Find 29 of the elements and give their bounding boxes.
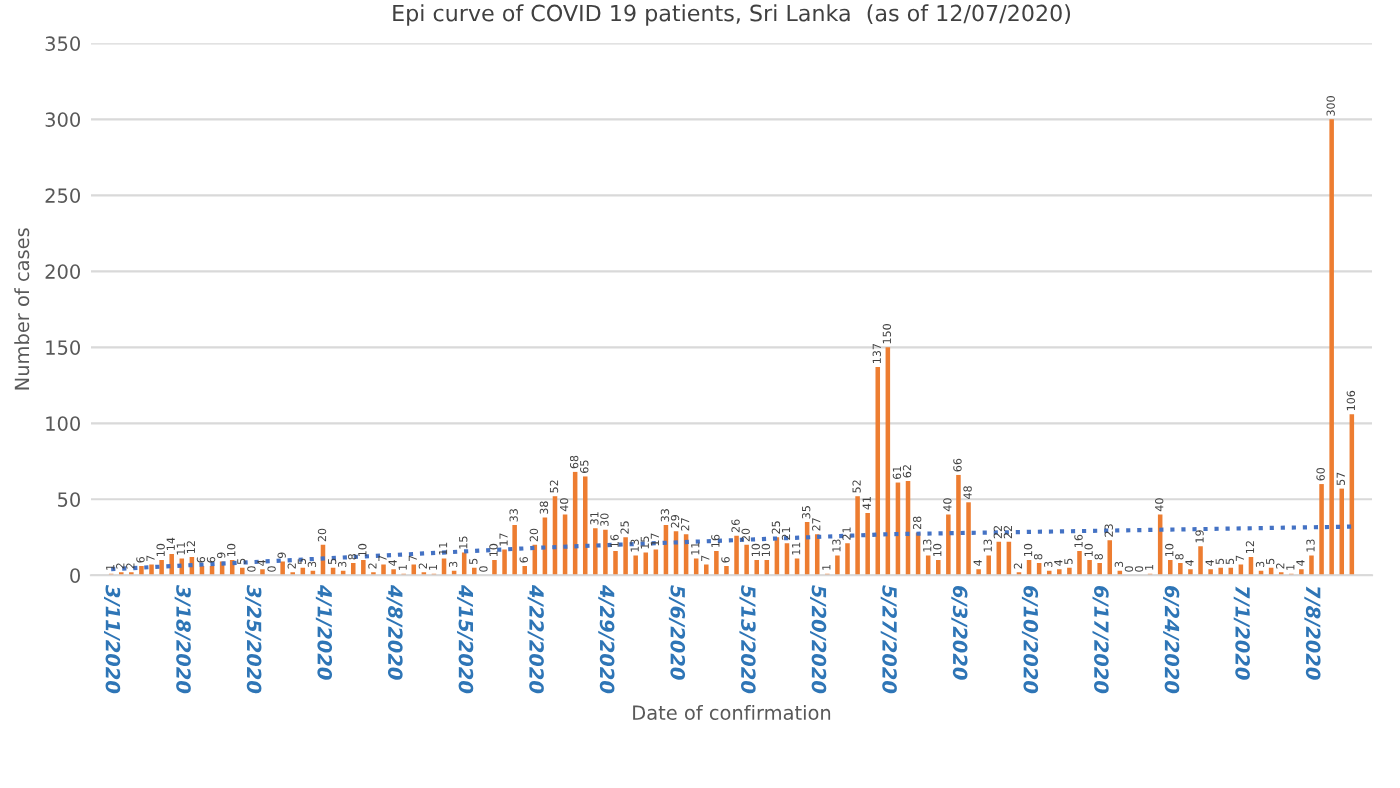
x-tick-label: 6/3/2020: [951, 585, 968, 680]
y-tick-label: 200: [45, 264, 80, 279]
y-tick-label: 50: [58, 492, 80, 507]
x-tick-label: 3/11/2020: [104, 584, 121, 694]
x-tick-label: 6/24/2020: [1163, 585, 1180, 694]
y-tick-label: 350: [45, 36, 80, 51]
x-tick-label: 5/6/2020: [668, 585, 686, 680]
y-tick-label: 100: [46, 416, 80, 431]
y-tick-label: 0: [70, 568, 80, 583]
x-tick-label: 5/13/2020: [739, 585, 756, 694]
x-tick-label: 6/10/2020: [1021, 585, 1039, 694]
x-tick-label: 4/1/2020: [315, 584, 333, 680]
x-axis-title: Date of confirmation: [633, 704, 831, 721]
x-tick-label: 4/22/2020: [527, 584, 544, 694]
x-tick-label: 7/1/2020: [1233, 586, 1250, 680]
x-tick-label: 3/18/2020: [174, 584, 191, 694]
y-axis-title: Number of cases: [14, 228, 30, 390]
y-tick-label: 300: [45, 112, 80, 127]
x-tick-label: 4/29/2020: [598, 584, 615, 694]
x-tick-label: 4/8/2020: [386, 584, 403, 680]
x-tick-label: 4/15/2020: [457, 584, 474, 694]
x-tick-label: 3/25/2020: [245, 584, 262, 694]
x-tick-label: 6/17/2020: [1092, 585, 1109, 694]
x-tick-label: 5/20/2020: [810, 585, 827, 694]
y-tick-label: 250: [45, 188, 80, 203]
x-tick-label: 7/8/2020: [1304, 586, 1321, 680]
y-tick-label: 150: [46, 340, 80, 355]
chart-title: Epi curve of COVID 19 patients, Sri Lanka (as of 12/07/2020): [393, 4, 1070, 26]
x-tick-label: 5/27/2020: [880, 585, 897, 694]
